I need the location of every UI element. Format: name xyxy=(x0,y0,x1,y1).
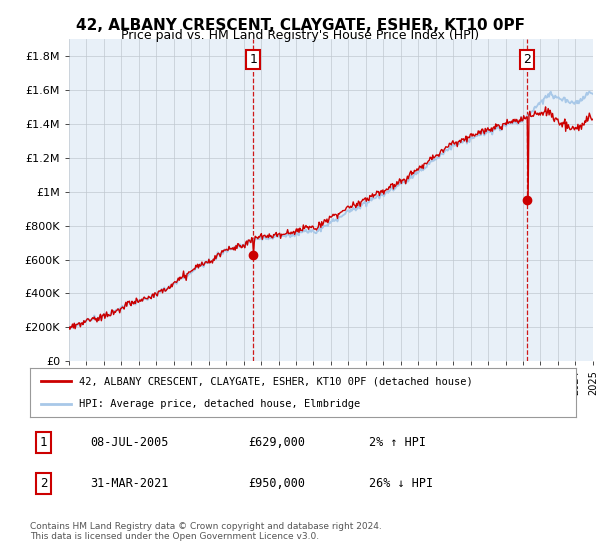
Text: 42, ALBANY CRESCENT, CLAYGATE, ESHER, KT10 0PF (detached house): 42, ALBANY CRESCENT, CLAYGATE, ESHER, KT… xyxy=(79,376,473,386)
Text: 31-MAR-2021: 31-MAR-2021 xyxy=(90,477,169,490)
Text: 42, ALBANY CRESCENT, CLAYGATE, ESHER, KT10 0PF: 42, ALBANY CRESCENT, CLAYGATE, ESHER, KT… xyxy=(76,18,524,33)
Text: 2: 2 xyxy=(40,477,47,490)
Text: 08-JUL-2005: 08-JUL-2005 xyxy=(90,436,169,449)
Text: 2: 2 xyxy=(523,53,531,66)
Text: 2% ↑ HPI: 2% ↑ HPI xyxy=(368,436,425,449)
Text: Price paid vs. HM Land Registry's House Price Index (HPI): Price paid vs. HM Land Registry's House … xyxy=(121,29,479,42)
Text: Contains HM Land Registry data © Crown copyright and database right 2024.
This d: Contains HM Land Registry data © Crown c… xyxy=(30,522,382,542)
Text: 26% ↓ HPI: 26% ↓ HPI xyxy=(368,477,433,490)
Text: 1: 1 xyxy=(40,436,47,449)
Text: 1: 1 xyxy=(249,53,257,66)
Text: HPI: Average price, detached house, Elmbridge: HPI: Average price, detached house, Elmb… xyxy=(79,399,361,409)
Text: £950,000: £950,000 xyxy=(248,477,305,490)
Text: £629,000: £629,000 xyxy=(248,436,305,449)
